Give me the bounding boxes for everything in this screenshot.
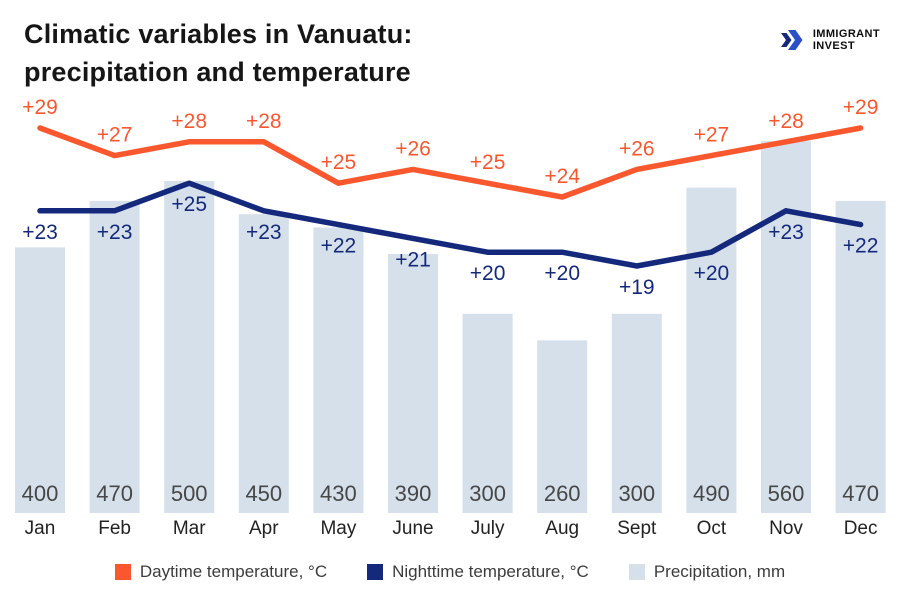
day-temp-label: +29	[22, 96, 58, 119]
legend-swatch-nighttime	[367, 564, 384, 580]
month-label: Mar	[173, 518, 206, 539]
night-temp-label: +23	[246, 221, 282, 244]
day-temp-label: +25	[321, 151, 357, 174]
day-temp-label: +26	[395, 137, 431, 160]
legend-swatch-daytime	[114, 564, 131, 580]
month-label: July	[471, 518, 505, 539]
precip-value-label: 490	[693, 481, 730, 506]
month-label: Oct	[697, 518, 727, 539]
legend-swatch-precipitation	[628, 564, 645, 580]
precip-bar	[835, 200, 886, 514]
day-temp-label: +27	[97, 124, 133, 147]
page-title: Climatic variables in Vanuatu: precipita…	[24, 15, 413, 91]
day-temp-label: +29	[843, 96, 879, 119]
night-temp-label: +19	[619, 276, 655, 299]
day-temp-label: +25	[470, 151, 506, 174]
day-temp-label: +28	[171, 110, 207, 133]
night-temp-label: +25	[171, 193, 207, 216]
precip-bar	[686, 187, 737, 513]
logo-line-1: IMMIGRANT	[812, 28, 880, 40]
night-temp-label: +22	[843, 235, 879, 258]
month-label: Sept	[617, 518, 657, 539]
precip-value-label: 260	[544, 481, 581, 506]
logo-line-2: INVEST	[812, 40, 855, 52]
month-label: June	[392, 518, 433, 539]
day-temp-label: +27	[694, 124, 730, 147]
month-label: Jan	[25, 518, 56, 539]
precip-bar	[313, 227, 364, 514]
precip-bar	[89, 200, 140, 514]
night-temp-label: +23	[97, 221, 133, 244]
precip-value-label: 300	[618, 481, 655, 506]
chart-legend: Daytime temperature, °C Nighttime temper…	[0, 562, 900, 582]
day-temp-label: +26	[619, 137, 655, 160]
daytime-temperature-line	[37, 125, 864, 200]
title-line-1: Climatic variables in Vanuatu:	[24, 19, 413, 49]
legend-item-nighttime: Nighttime temperature, °C	[367, 562, 589, 582]
month-label: May	[320, 518, 356, 539]
legend-label-precipitation: Precipitation, mm	[653, 562, 786, 581]
day-temp-label: +24	[544, 165, 580, 188]
precip-value-label: 470	[96, 481, 133, 506]
night-temp-label: +20	[470, 262, 506, 285]
legend-label-nighttime: Nighttime temperature, °C	[392, 562, 589, 581]
immigrant-invest-logo: IMMIGRANT INVEST	[780, 28, 880, 52]
legend-label-daytime: Daytime temperature, °C	[139, 562, 328, 581]
precip-value-label: 450	[245, 481, 282, 506]
night-temp-label: +20	[544, 262, 580, 285]
precip-bar	[611, 313, 662, 513]
day-temp-label: +28	[768, 110, 804, 133]
title-line-2: precipitation and temperature	[24, 57, 411, 87]
precip-value-label: 390	[395, 481, 432, 506]
month-label: Apr	[249, 518, 279, 539]
precip-value-label: 470	[842, 481, 879, 506]
logo-wordmark: IMMIGRANT INVEST	[813, 28, 880, 52]
precip-bar	[537, 340, 588, 513]
night-temp-label: +22	[321, 235, 357, 258]
precip-bar	[388, 254, 438, 514]
precip-value-label: 560	[768, 481, 805, 506]
precip-bar	[238, 214, 289, 513]
month-label: Nov	[769, 518, 803, 539]
day-temp-label: +28	[246, 110, 282, 133]
precip-value-label: 430	[320, 481, 357, 506]
night-temp-label: +23	[768, 221, 804, 244]
legend-item-daytime: Daytime temperature, °C	[114, 562, 328, 582]
month-label: Aug	[545, 518, 579, 539]
precip-bar	[761, 141, 811, 513]
night-temp-label: +20	[694, 262, 730, 285]
precip-bar	[15, 247, 65, 513]
legend-item-precipitation: Precipitation, mm	[628, 562, 786, 582]
precip-bar	[462, 313, 513, 513]
night-temp-label: +21	[395, 248, 431, 271]
precip-value-label: 300	[469, 481, 506, 506]
month-label: Feb	[98, 518, 131, 539]
month-label: Dec	[844, 518, 878, 539]
precip-value-label: 400	[22, 481, 59, 506]
double-chevron-icon	[780, 29, 806, 51]
precip-bar	[164, 181, 215, 513]
precip-value-label: 500	[171, 481, 208, 506]
nighttime-temperature-line	[37, 180, 864, 269]
night-temp-label: +23	[22, 221, 58, 244]
